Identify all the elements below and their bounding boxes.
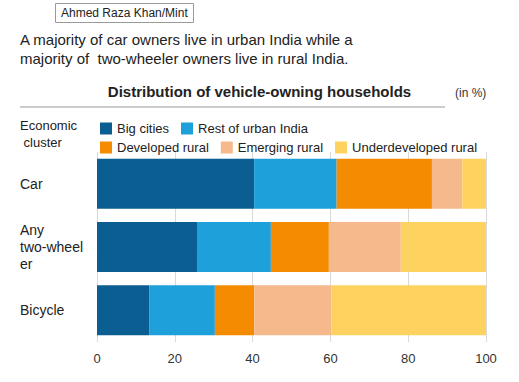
svg-text:A majority of car owners live: A majority of car owners live in urban I… (20, 31, 357, 48)
svg-text:Car: Car (20, 176, 43, 192)
svg-text:cluster: cluster (20, 135, 63, 150)
svg-text:0: 0 (93, 351, 100, 366)
svg-text:Ahmed Raza Khan/Mint: Ahmed Raza Khan/Mint (61, 6, 188, 20)
svg-text:Rest of urban India: Rest of urban India (198, 121, 309, 136)
svg-text:two-wheel: two-wheel (20, 239, 83, 255)
svg-text:Distribution of vehicle-owning: Distribution of vehicle-owning household… (108, 83, 411, 100)
svg-text:100: 100 (475, 351, 497, 366)
svg-text:20: 20 (168, 351, 182, 366)
svg-text:Big cities: Big cities (117, 121, 170, 136)
svg-text:(in %): (in %) (455, 86, 486, 100)
svg-text:40: 40 (245, 351, 259, 366)
svg-text:er: er (20, 256, 33, 272)
svg-text:Economic: Economic (20, 118, 78, 133)
svg-text:80: 80 (401, 351, 415, 366)
svg-text:Underdeveloped rural: Underdeveloped rural (352, 140, 477, 155)
svg-text:Developed rural: Developed rural (117, 140, 209, 155)
svg-text:majority of two-wheeler owner: majority of two-wheeler owners live in r… (20, 50, 348, 67)
svg-text:60: 60 (323, 351, 337, 366)
svg-text:Emerging rural: Emerging rural (238, 140, 323, 155)
svg-text:Bicycle: Bicycle (20, 302, 65, 318)
svg-text:Any: Any (20, 222, 48, 238)
